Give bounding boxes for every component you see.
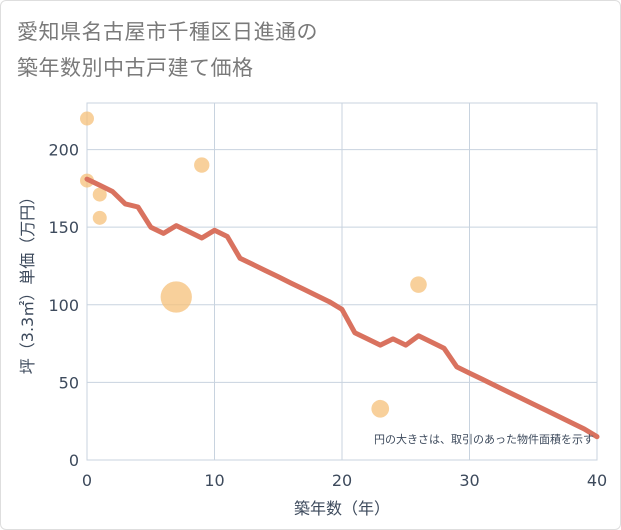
bubble-point — [160, 281, 192, 313]
chart-title-line2: 築年数別中古戸建て価格 — [17, 56, 254, 80]
price-trend-line — [84, 176, 600, 440]
bubble-size-note: 円の大きさは、取引のあった物件面積を示す — [374, 432, 594, 446]
y-tick-label: 100 — [48, 296, 79, 315]
bubble-point — [80, 111, 94, 126]
x-tick-label: 40 — [587, 471, 607, 490]
x-tick-label: 10 — [204, 471, 224, 490]
y-axis-label: 坪（3.3㎡）単価（万円） — [18, 189, 37, 374]
trend-line-layer — [84, 176, 600, 440]
y-tick-label: 50 — [59, 373, 79, 392]
bubble-point — [92, 187, 107, 202]
y-tick-label: 200 — [48, 141, 79, 160]
bubble-point — [92, 210, 107, 225]
chart-title-line1: 愛知県名古屋市千種区日進通の — [17, 20, 318, 44]
bubble-point — [194, 157, 210, 173]
x-tick-label: 20 — [332, 471, 352, 490]
x-axis-label: 築年数（年） — [294, 499, 390, 518]
grid — [86, 102, 598, 461]
chart-title: 愛知県名古屋市千種区日進通の 築年数別中古戸建て価格 — [17, 14, 437, 86]
y-tick-label: 0 — [69, 451, 79, 470]
y-tick-label: 150 — [48, 218, 79, 237]
bubble-point — [410, 276, 427, 293]
x-tick-label: 0 — [82, 471, 92, 490]
ticks: 0 10 20 30 40 0 50 100 150 200 — [48, 141, 607, 490]
bubbles — [80, 111, 427, 418]
x-tick-label: 30 — [459, 471, 479, 490]
bubble-point — [371, 399, 390, 418]
